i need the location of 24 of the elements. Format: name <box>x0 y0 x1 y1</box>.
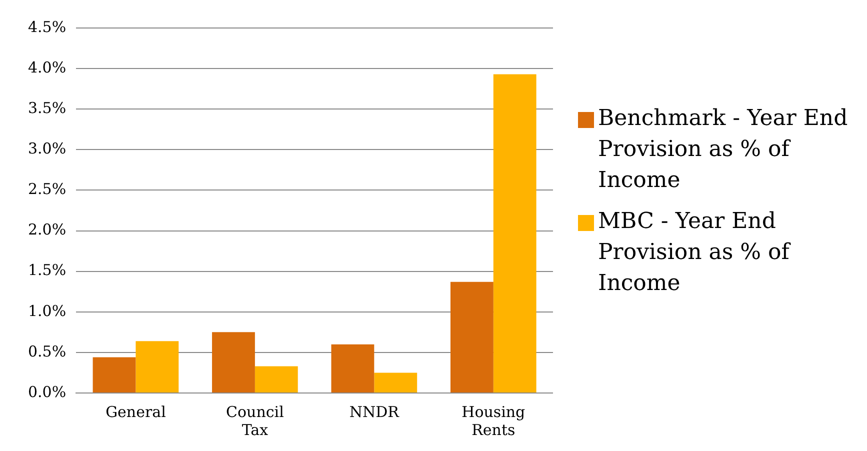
bar <box>212 332 255 392</box>
y-tick-label: 3.0% <box>28 140 66 158</box>
x-tick-label: NNDR <box>349 402 400 421</box>
bar <box>92 357 136 392</box>
y-tick-label: 2.5% <box>28 180 66 198</box>
x-tick-label: General <box>106 402 166 421</box>
y-tick-label: 3.5% <box>28 99 66 117</box>
y-tick-label: 0.0% <box>28 382 66 401</box>
y-tick-label: 0.5% <box>28 342 66 360</box>
bar <box>254 366 298 392</box>
bar <box>136 341 179 392</box>
y-tick-label: 2.0% <box>28 220 66 239</box>
y-tick-label: 4.5% <box>28 18 66 36</box>
bar <box>374 372 418 392</box>
bar <box>331 344 374 392</box>
bar <box>493 74 536 392</box>
bar <box>450 282 494 392</box>
y-tick-label: 1.0% <box>28 302 66 320</box>
y-tick-label: 4.0% <box>28 58 66 76</box>
x-tick-label: Council Tax <box>226 402 284 439</box>
y-tick-label: 1.5% <box>28 261 66 280</box>
x-tick-label: Housing Rents <box>462 402 526 439</box>
legend-label: Benchmark - Year End Provision as % of Income <box>598 104 848 194</box>
legend-label: MBC - Year End Provision as % of Income <box>598 208 792 298</box>
